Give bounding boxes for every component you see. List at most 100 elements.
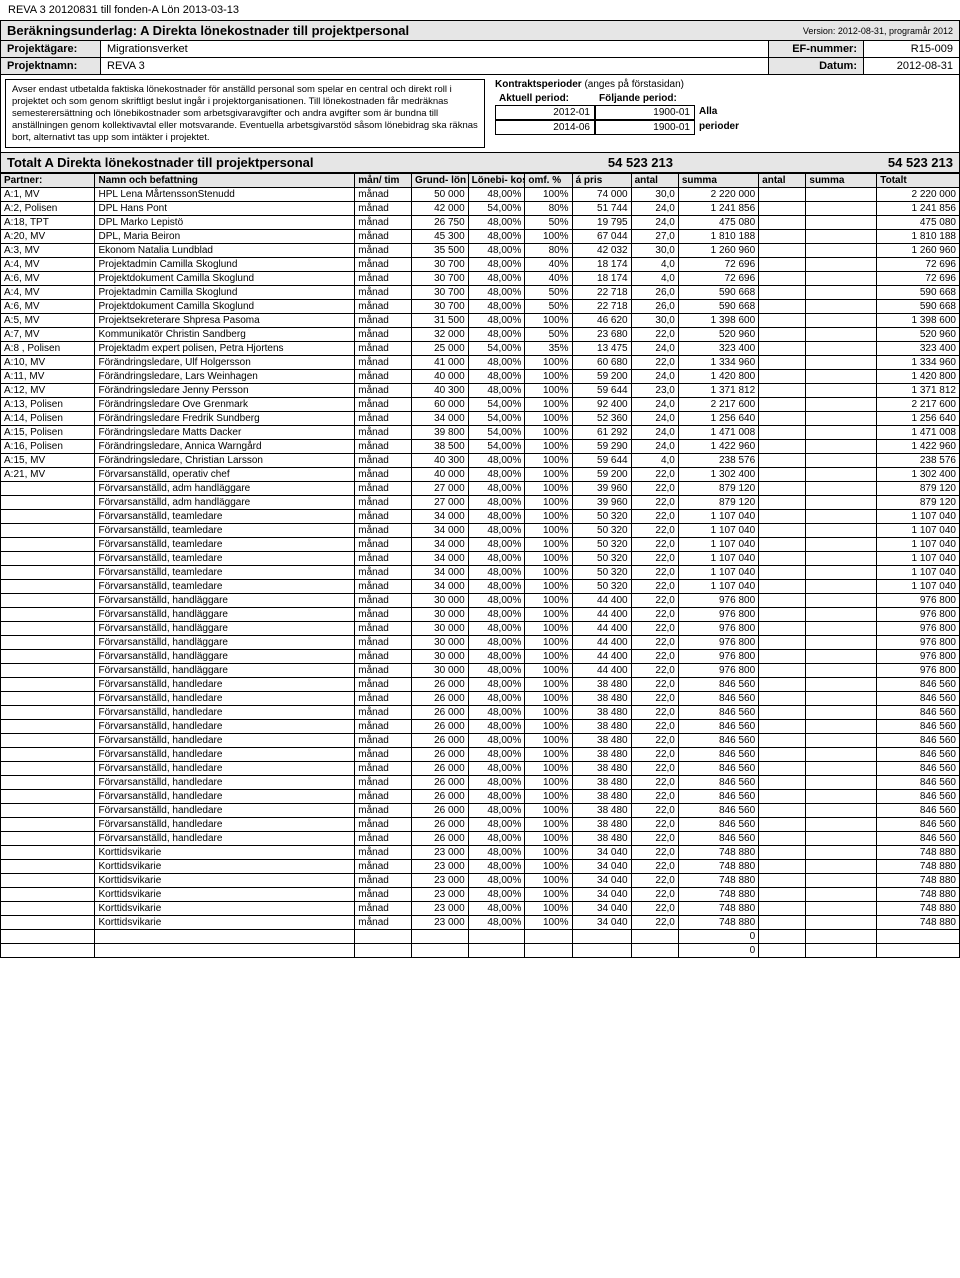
table-cell: 54,00% [468, 426, 525, 440]
table-cell: 42 032 [572, 244, 631, 258]
table-cell: 590 668 [678, 286, 758, 300]
date-label: Datum: [769, 58, 864, 74]
table-cell [806, 384, 877, 398]
table-cell: 39 800 [411, 426, 468, 440]
table-cell [806, 314, 877, 328]
table-cell: 1 260 960 [678, 244, 758, 258]
table-cell [806, 930, 877, 944]
table-cell: 26 000 [411, 678, 468, 692]
table-cell [1, 748, 95, 762]
table-cell: 22,0 [631, 482, 678, 496]
table-cell: 22,0 [631, 776, 678, 790]
table-cell: 48,00% [468, 496, 525, 510]
table-cell [806, 874, 877, 888]
table-cell: 1 107 040 [678, 510, 758, 524]
table-cell [806, 244, 877, 258]
table-cell: 26 000 [411, 804, 468, 818]
table-row: Förvarsanställd, adm handläggaremånad27 … [1, 482, 960, 496]
table-cell [759, 342, 806, 356]
table-cell: 23 000 [411, 902, 468, 916]
table-cell [806, 706, 877, 720]
table-cell [877, 944, 960, 958]
table-cell: Förändringsledare Jenny Persson [95, 384, 355, 398]
table-cell [1, 496, 95, 510]
col-header: mån/ tim [355, 174, 412, 188]
table-cell: månad [355, 734, 412, 748]
table-row: 0 [1, 944, 960, 958]
table-cell [806, 258, 877, 272]
table-row: Korttidsvikariemånad23 00048,00%100%34 0… [1, 902, 960, 916]
table-cell: 976 800 [678, 594, 758, 608]
table-cell: 30 000 [411, 608, 468, 622]
table-cell: 50 320 [572, 524, 631, 538]
table-cell [1, 734, 95, 748]
table-cell: 54,00% [468, 202, 525, 216]
table-cell [759, 832, 806, 846]
col-header: antal [631, 174, 678, 188]
table-cell: 48,00% [468, 874, 525, 888]
table-cell: 100% [525, 888, 572, 902]
col-header: Lönebi- kost. % [468, 174, 525, 188]
table-cell: månad [355, 762, 412, 776]
table-cell: 34 000 [411, 510, 468, 524]
table-cell: 748 880 [678, 902, 758, 916]
table-cell [759, 860, 806, 874]
table-cell [806, 510, 877, 524]
table-cell [759, 594, 806, 608]
table-cell [806, 580, 877, 594]
table-cell [1, 566, 95, 580]
table-cell: 48,00% [468, 916, 525, 930]
table-cell: 100% [525, 608, 572, 622]
table-cell: 48,00% [468, 804, 525, 818]
table-cell [1, 860, 95, 874]
table-cell: 48,00% [468, 706, 525, 720]
title-text: Beräkningsunderlag: A Direkta lönekostna… [7, 23, 409, 38]
table-cell: Förvarsanställd, handledare [95, 832, 355, 846]
table-cell: 26 750 [411, 216, 468, 230]
table-cell: månad [355, 552, 412, 566]
table-cell: 48,00% [468, 832, 525, 846]
table-cell: månad [355, 636, 412, 650]
table-cell: A:13, Polisen [1, 398, 95, 412]
table-row: Förvarsanställd, handläggaremånad30 0004… [1, 594, 960, 608]
table-cell [806, 370, 877, 384]
table-cell: 22,0 [631, 678, 678, 692]
table-row: A:7, MVKommunikatör Christin Sandbergmån… [1, 328, 960, 342]
table-cell: Förvarsanställd, handläggare [95, 650, 355, 664]
table-cell: 48,00% [468, 230, 525, 244]
table-cell: 26 000 [411, 776, 468, 790]
ef-label: EF-nummer: [769, 41, 864, 57]
table-cell: A:6, MV [1, 300, 95, 314]
table-cell: Projektadm expert polisen, Petra Hjorten… [95, 342, 355, 356]
table-cell: 22,0 [631, 566, 678, 580]
table-row: A:16, PolisenFörändringsledare, Annica W… [1, 440, 960, 454]
table-cell: Kommunikatör Christin Sandberg [95, 328, 355, 342]
table-cell: 80% [525, 244, 572, 258]
table-cell: 48,00% [468, 594, 525, 608]
table-cell: 976 800 [877, 622, 960, 636]
table-cell: 22,0 [631, 622, 678, 636]
table-cell: 100% [525, 482, 572, 496]
table-cell: 48,00% [468, 538, 525, 552]
table-cell: 22,0 [631, 902, 678, 916]
table-cell [759, 538, 806, 552]
table-cell [1, 776, 95, 790]
table-cell [1, 790, 95, 804]
table-cell: Förvarsanställd, handledare [95, 804, 355, 818]
table-cell: 22,0 [631, 748, 678, 762]
table-cell [806, 720, 877, 734]
table-cell [411, 930, 468, 944]
table-cell: 976 800 [678, 608, 758, 622]
table-cell: 24,0 [631, 426, 678, 440]
table-cell [806, 230, 877, 244]
table-cell: Förändringsledare Matts Dacker [95, 426, 355, 440]
table-cell: 34 040 [572, 874, 631, 888]
table-cell: 48,00% [468, 902, 525, 916]
table-cell: 34 040 [572, 888, 631, 902]
table-cell: 48,00% [468, 286, 525, 300]
table-cell [759, 496, 806, 510]
table-cell: 50 320 [572, 538, 631, 552]
table-cell [1, 902, 95, 916]
table-cell: månad [355, 650, 412, 664]
table-cell: Förändringsledare, Annica Warngård [95, 440, 355, 454]
